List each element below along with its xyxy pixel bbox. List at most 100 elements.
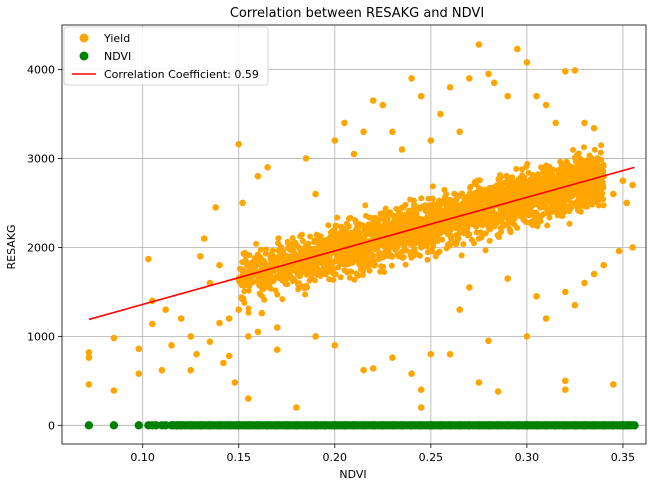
yield-point [515,191,522,197]
yield-point [482,247,489,254]
yield-point [135,370,143,378]
yield-point [407,220,414,227]
yield-point [422,202,429,209]
yield-point [327,259,333,265]
yield-point [555,173,562,180]
yield-point [549,191,556,198]
yield-point [538,164,545,171]
yield-point [258,271,264,278]
yield-point [483,201,490,208]
plot-frame [61,24,647,445]
yield-point [362,202,369,209]
yield-point [309,264,316,271]
yield-point [293,266,300,273]
yield-point [408,229,415,236]
yield-point [407,249,414,256]
yield-point [548,208,555,214]
yield-point [571,301,579,309]
yield-point [456,128,464,136]
yield-point [537,204,544,211]
yield-point [571,67,579,74]
x-tick-label: 0.30 [515,451,540,464]
yield-point [427,137,435,144]
yield-point [399,226,406,233]
yield-point [282,280,289,287]
yield-point [610,190,617,198]
ndvi-point [84,421,94,430]
yield-point [302,291,309,298]
correlation-line [88,166,635,321]
yield-point [279,296,286,303]
yield-point [427,350,435,358]
y-tick-label: 1000 [27,330,55,343]
yield-point [417,386,425,394]
yield-point [560,201,567,208]
yield-point [397,209,404,216]
yield-point [241,300,248,306]
yield-point [356,237,363,243]
yield-point [311,277,318,284]
yield-point [149,320,156,328]
yield-point [521,201,528,208]
yield-point [447,232,454,239]
yield-point [408,370,415,378]
yield-point [485,337,492,345]
yield-point [216,261,223,269]
yield-point [493,185,500,191]
yield-point [398,204,405,211]
yield-point [458,252,465,259]
ndvi-point [627,421,636,430]
yield-point [110,387,118,394]
yield-point [594,185,601,192]
yield-point [428,236,435,243]
yield-point [301,245,308,252]
yield-point [590,124,598,132]
yield-point [245,309,252,316]
yield-point [401,244,408,251]
chart-title: Correlation between RESAKG and NDVI [230,6,484,21]
yield-point [283,265,290,272]
yield-point [543,182,550,189]
yield-point [416,240,423,247]
yield-point [431,214,437,221]
yield-point [588,161,594,168]
yield-point [257,246,264,253]
yield-point [484,211,491,218]
yield-point [336,233,343,240]
yield-point [546,214,553,221]
legend: Yield NDVI Correlation Coefficient: 0.59 [63,26,269,86]
yield-point [417,92,425,100]
yield-point [434,225,441,232]
y-tick-label: 2000 [27,241,55,254]
yield-point [331,137,339,144]
yield-point [245,305,252,312]
yield-point [263,246,270,253]
yield-point [575,150,582,157]
yield-point [456,306,464,314]
yield-point [443,245,450,252]
x-tick-label: 0.15 [226,451,251,464]
yield-point [332,222,339,229]
yield-point [473,181,480,188]
yield-point [424,256,431,263]
yield-point [476,235,483,242]
yield-point [575,207,581,214]
yield-point [309,250,316,256]
yield-point [453,232,460,239]
yield-point [542,171,549,178]
yield-point [528,178,535,185]
yield-point [600,202,607,209]
yield-point [466,284,473,291]
yield-point [536,199,543,206]
yield-point [408,75,415,82]
yield-point [239,199,246,207]
yield-point [275,240,281,247]
y-axis-label: RESAKG [5,224,18,269]
yield-point [417,404,425,411]
yield-point [421,216,428,223]
yield-point [519,172,526,179]
yield-point [402,261,409,268]
yield-point [460,221,467,228]
yield-point [394,244,401,251]
yield-point [380,209,387,216]
